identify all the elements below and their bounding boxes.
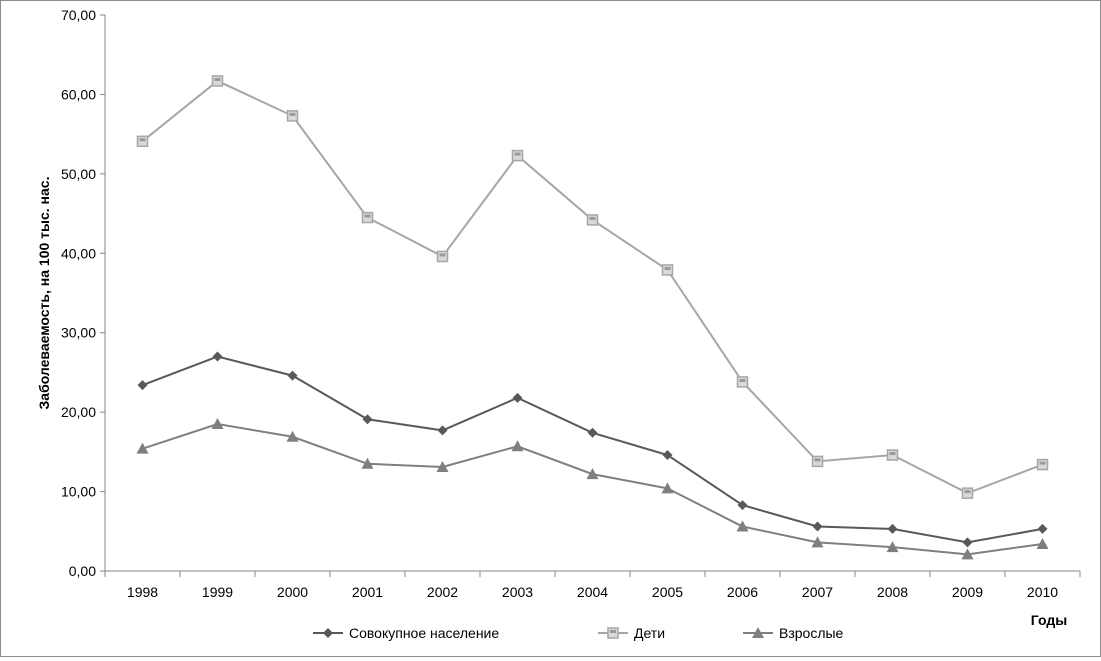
data-point-diamond <box>812 521 823 532</box>
legend: Совокупное население Дети Взрослые <box>313 625 844 641</box>
data-point-triangle <box>586 468 599 480</box>
data-point-diamond <box>1037 523 1048 534</box>
series-layer <box>136 75 1049 560</box>
data-point-triangle <box>436 460 449 472</box>
y-tick-label: 20,00 <box>61 404 96 420</box>
data-point-square <box>811 455 824 468</box>
series-3 <box>136 418 1049 560</box>
data-point-square <box>436 250 449 263</box>
legend-marker-square <box>607 627 619 639</box>
data-point-square <box>361 211 374 224</box>
data-point-triangle <box>361 457 374 469</box>
data-point-diamond <box>287 370 298 381</box>
series-2 <box>136 75 1049 499</box>
data-point-diamond <box>137 380 148 391</box>
data-point-triangle <box>1036 537 1049 549</box>
data-point-triangle <box>661 482 674 494</box>
y-tick-label: 10,00 <box>61 484 96 500</box>
data-point-square <box>136 135 149 148</box>
x-tick-label: 2003 <box>502 584 533 600</box>
data-point-square <box>1036 458 1049 471</box>
x-ticks: 1998 1999 2000 2001 2002 2003 2004 2005 2006 2007… <box>104 571 1081 600</box>
data-point-diamond <box>587 427 598 438</box>
data-point-diamond <box>437 425 448 436</box>
legend-item: Взрослые <box>743 625 844 641</box>
data-point-diamond <box>212 351 223 362</box>
y-tick-label: 70,00 <box>61 7 96 23</box>
x-tick-label: 2006 <box>727 584 758 600</box>
x-tick-label: 2004 <box>577 584 608 600</box>
data-point-triangle <box>811 536 824 548</box>
data-point-triangle <box>511 440 524 452</box>
data-point-diamond <box>737 500 748 511</box>
data-point-diamond <box>662 450 673 461</box>
x-tick-label: 2009 <box>952 584 983 600</box>
legend-item: Дети <box>598 625 665 641</box>
x-tick-label: 2008 <box>877 584 908 600</box>
data-point-triangle <box>886 541 899 553</box>
y-tick-label: 60,00 <box>61 86 96 102</box>
legend-label: Совокупное население <box>349 625 499 641</box>
x-tick-label: 2000 <box>277 584 308 600</box>
series-line <box>142 355 1043 544</box>
x-tick-label: 1999 <box>202 584 233 600</box>
data-point-square <box>211 75 224 87</box>
x-tick-label: 2001 <box>352 584 383 600</box>
data-point-square <box>286 110 299 122</box>
data-point-diamond <box>887 523 898 534</box>
axes <box>104 15 1080 572</box>
legend-label: Дети <box>634 625 665 641</box>
data-point-diamond <box>962 537 973 548</box>
data-point-square <box>511 149 524 162</box>
y-tick-label: 30,00 <box>61 325 96 341</box>
legend-marker-triangle <box>752 627 764 638</box>
y-tick-label: 50,00 <box>61 166 96 182</box>
x-tick-label: 1998 <box>127 584 158 600</box>
y-tick-label: 0,00 <box>69 563 96 579</box>
legend-label: Взрослые <box>779 625 844 641</box>
y-ticks: 0,00 10,00 20,00 30,00 40,00 50,00 60,00 70,00 <box>61 7 105 579</box>
x-tick-label: 2002 <box>427 584 458 600</box>
data-point-triangle <box>736 520 749 532</box>
data-point-square <box>736 376 749 388</box>
legend-marker-diamond <box>323 628 333 638</box>
data-point-triangle <box>211 418 224 430</box>
y-tick-label: 40,00 <box>61 245 96 261</box>
x-tick-label: 2007 <box>802 584 833 600</box>
data-point-diamond <box>512 392 523 403</box>
data-point-triangle <box>136 442 149 454</box>
legend-item: Совокупное население <box>313 625 499 641</box>
x-tick-label: 2010 <box>1027 584 1058 600</box>
series-line <box>142 423 1043 556</box>
data-point-square <box>586 214 599 226</box>
data-point-square <box>961 487 974 499</box>
series-1 <box>137 351 1048 548</box>
data-point-triangle <box>961 548 974 560</box>
data-point-triangle <box>286 430 299 442</box>
data-point-square <box>661 264 674 276</box>
x-axis-label: Годы <box>1031 612 1067 628</box>
x-tick-label: 2005 <box>652 584 683 600</box>
data-point-square <box>886 449 899 461</box>
y-axis-label: Заболеваемость, на 100 тыс. нас. <box>36 177 52 410</box>
data-point-diamond <box>362 414 373 425</box>
